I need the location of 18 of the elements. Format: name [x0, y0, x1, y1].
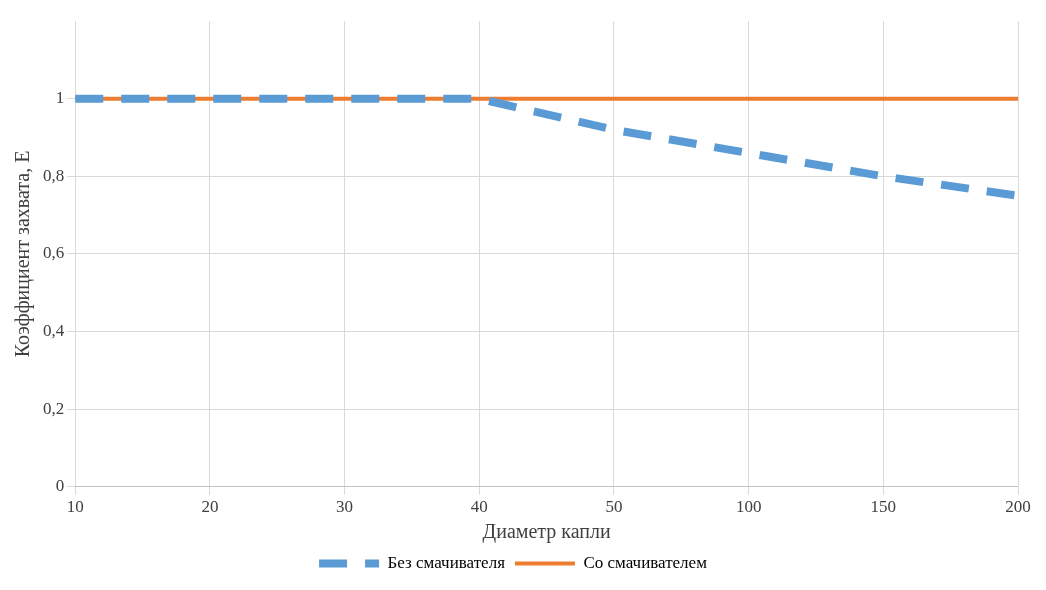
x-tick-label: 10 — [66, 497, 84, 517]
y-tick-label: 0,4 — [43, 320, 65, 340]
y-tick-label: 0,2 — [43, 398, 65, 418]
y-tick-label: 0,8 — [43, 165, 65, 185]
x-tick-label: 150 — [870, 497, 897, 517]
x-tick-label: 20 — [201, 497, 219, 517]
x-tick-label: 100 — [735, 497, 762, 517]
y-tick-label: 1 — [55, 88, 65, 108]
x-tick-label: 50 — [605, 497, 623, 517]
legend-label: Без смачивателя — [387, 552, 506, 572]
x-axis-title: Диаметр капли — [482, 520, 611, 544]
x-tick-label: 200 — [1005, 497, 1031, 517]
legend-label: Со смачивателем — [583, 552, 708, 572]
y-tick-label: 0,6 — [43, 243, 65, 263]
x-tick-label: 30 — [336, 497, 354, 517]
y-axis-title: Коэффициент захвата, E — [11, 150, 35, 358]
y-tick-label: 0 — [55, 476, 65, 496]
x-tick-label: 40 — [470, 497, 488, 517]
